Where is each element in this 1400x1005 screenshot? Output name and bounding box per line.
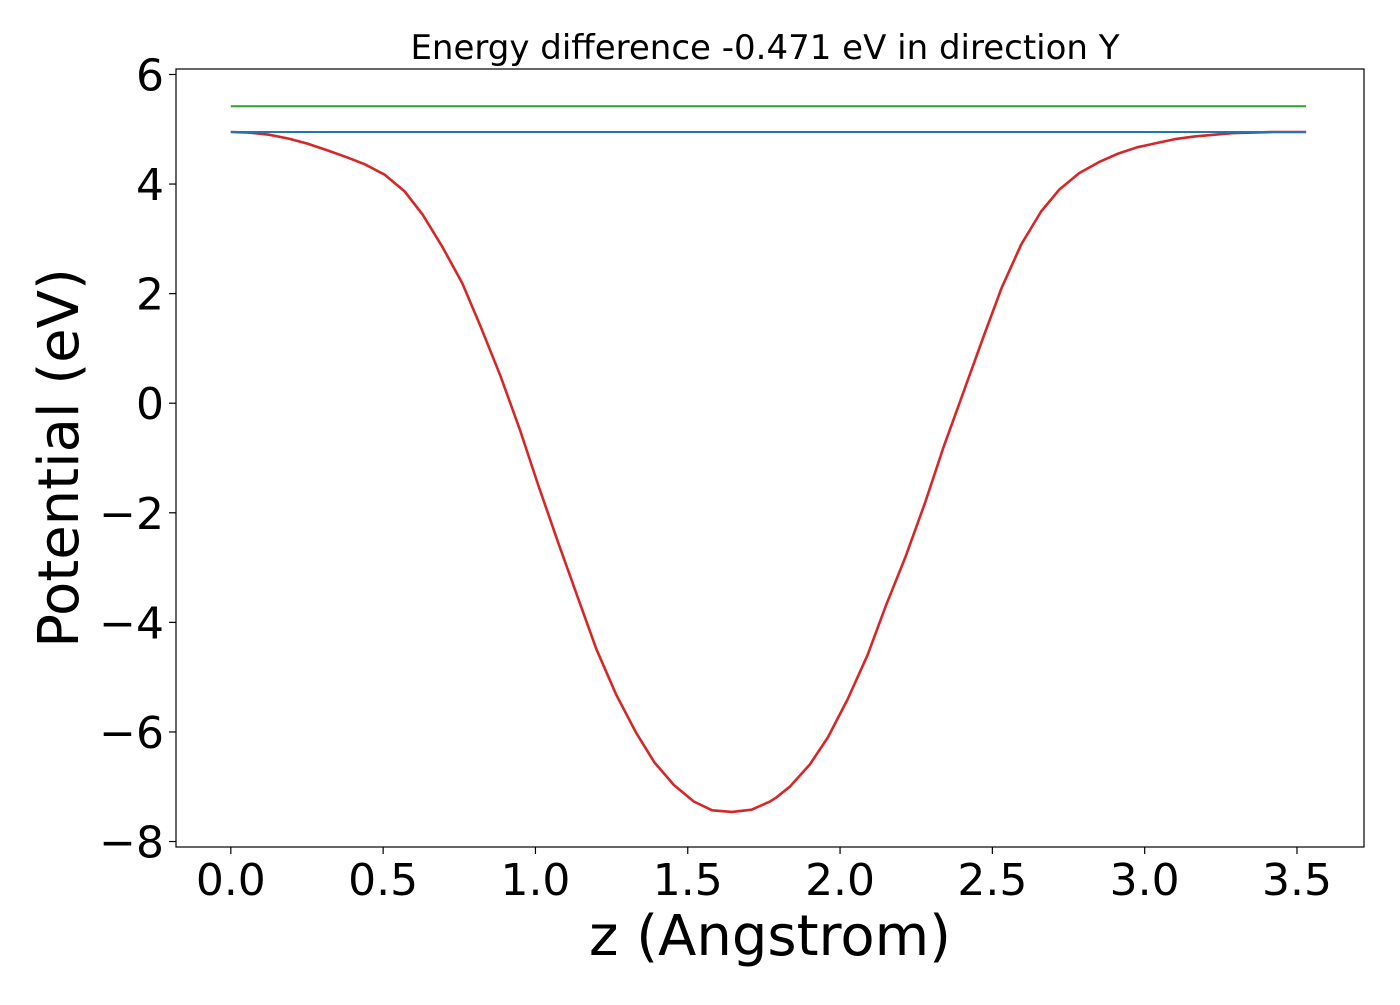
x-tick-label: 2.5 (957, 855, 1027, 906)
y-tick-label: −4 (99, 598, 164, 649)
y-tick-label: 4 (136, 160, 164, 211)
plot-area-frame (175, 68, 1365, 848)
x-axis-label: z (Angstrom) (589, 904, 951, 969)
x-tick-label: 3.0 (1110, 855, 1180, 906)
chart-title: Energy difference -0.471 eV in direction… (410, 28, 1119, 68)
y-axis-ticks: −8 −6 −4 −2 0 2 4 6 (99, 50, 176, 869)
y-tick-label: 2 (136, 270, 164, 321)
y-tick-label: 6 (136, 50, 164, 101)
x-tick-label: 2.0 (805, 855, 875, 906)
y-axis-label: Potential (eV) (27, 268, 92, 648)
x-tick-label: 1.5 (653, 855, 723, 906)
x-tick-label: 0.5 (348, 855, 418, 906)
x-tick-label: 0.0 (196, 855, 266, 906)
x-axis-ticks: 0.0 0.5 1.0 1.5 2.0 2.5 3.0 3.5 (196, 847, 1332, 906)
y-tick-label: −6 (99, 708, 164, 759)
series-line-0 (230, 130, 1307, 814)
series-layer (230, 105, 1307, 814)
y-tick-label: 0 (136, 379, 164, 430)
x-tick-label: 3.5 (1262, 855, 1332, 906)
y-tick-label: −8 (99, 818, 164, 869)
y-tick-label: −2 (99, 489, 164, 540)
x-tick-label: 1.0 (500, 855, 570, 906)
